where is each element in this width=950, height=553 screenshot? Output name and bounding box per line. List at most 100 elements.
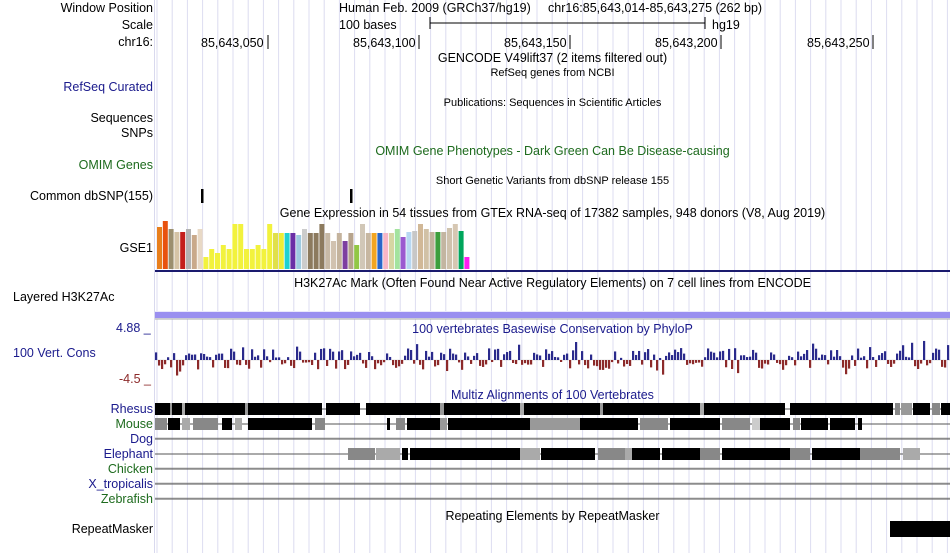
gtex-tissue-bar <box>278 233 284 269</box>
cons-neg-bar <box>893 360 896 364</box>
omim-track-title[interactable]: OMIM Gene Phenotypes - Dark Green Can Be… <box>375 144 730 158</box>
repeatmasker-track-title[interactable]: Repeating Elements by RepeatMasker <box>445 509 660 523</box>
gencode-track-title[interactable]: GENCODE V49lift37 (2 items filtered out) <box>437 51 668 65</box>
repeatmasker-track-label[interactable]: RepeatMasker <box>71 522 153 536</box>
mouse-block <box>530 418 580 430</box>
cons-neg-bar <box>446 360 449 372</box>
cons-neg-bar <box>335 360 338 369</box>
snp-mark <box>350 189 353 203</box>
rhesus-block <box>790 403 893 415</box>
cons-pos-bar <box>200 353 203 360</box>
mouse-block <box>168 418 180 430</box>
gtex-tissue-bar <box>319 224 325 269</box>
species-label-elephant[interactable]: Elephant <box>103 447 153 461</box>
cons-pos-bar <box>497 348 500 360</box>
scale-bases-text: 100 bases <box>339 18 397 32</box>
gtex-tissue-bar <box>290 233 296 269</box>
cons-pos-bar <box>425 350 428 360</box>
cons-pos-bar <box>554 356 557 360</box>
gtex-track-title[interactable]: Gene Expression in 54 tissues from GTEx … <box>279 206 826 220</box>
rhesus-block <box>245 403 248 415</box>
cons-pos-bar <box>647 349 650 360</box>
gtex-tissue-bar <box>342 241 348 269</box>
cons-pos-bar <box>851 355 854 360</box>
omim-track-label[interactable]: OMIM Genes <box>78 158 153 172</box>
cons-neg-bar <box>248 360 251 369</box>
gtex-tissue-bar <box>168 229 174 269</box>
species-label-rhesus[interactable]: Rhesus <box>110 402 153 416</box>
cons-neg-bar <box>641 360 644 365</box>
elephant-block <box>722 448 790 460</box>
cons-track-label[interactable]: 100 Vert. Cons <box>13 346 96 360</box>
rhesus-block <box>366 403 440 415</box>
cons-neg-bar <box>434 360 437 367</box>
species-label-chicken[interactable]: Chicken <box>107 462 153 476</box>
elephant-block <box>812 448 860 460</box>
rhesus-block <box>326 403 360 415</box>
cons-pos-bar <box>935 348 938 360</box>
publications-track-title[interactable]: Publications: Sequences in Scientific Ar… <box>443 97 662 109</box>
cons-pos-bar <box>773 354 776 360</box>
gtex-tissue-bar <box>447 228 452 269</box>
gtex-tissue-bar <box>406 232 412 269</box>
cons-pos-bar <box>710 351 713 360</box>
cons-pos-bar <box>788 355 791 360</box>
position-readout[interactable]: chr16:85,643,014-85,643,275 (262 bp) <box>548 1 763 15</box>
cons-track-title[interactable]: 100 vertebrates Basewise Conservation by… <box>412 322 693 336</box>
cons-neg-bar <box>527 360 530 365</box>
mouse-block <box>155 418 167 430</box>
rhesus-block <box>182 403 185 415</box>
h3k27ac-track-label[interactable]: Layered H3K27Ac <box>13 290 115 304</box>
species-label-zebrafish[interactable]: Zebrafish <box>100 492 153 506</box>
cons-pos-bar <box>389 356 392 360</box>
cons-pos-bar <box>812 343 815 360</box>
cons-neg-bar <box>731 360 734 369</box>
cons-neg-bar <box>479 360 482 366</box>
dbsnp-track-title[interactable]: Short Genetic Variants from dbSNP releas… <box>435 175 670 187</box>
cons-neg-bar <box>395 360 398 368</box>
gtex-tissue-bar <box>313 233 319 269</box>
browser-image-grid[interactable] <box>155 0 950 553</box>
cons-neg-bar <box>182 360 185 366</box>
ruler-tick-label: 85,643,150 <box>504 36 567 50</box>
cons-neg-bar <box>875 360 878 367</box>
multiz-track-title[interactable]: Multiz Alignments of 100 Vertebrates <box>451 388 654 402</box>
cons-neg-bar <box>623 360 626 367</box>
cons-neg-bar <box>737 360 740 374</box>
species-label-mouse[interactable]: Mouse <box>115 417 153 431</box>
species-label-x-tropicalis[interactable]: X_tropicalis <box>88 477 153 491</box>
cons-pos-bar <box>167 357 170 360</box>
cons-pos-bar <box>857 348 860 360</box>
cons-pos-bar <box>677 352 680 360</box>
gtex-tissue-bar <box>232 224 238 269</box>
rhesus-block <box>603 403 700 415</box>
cons-pos-bar <box>575 342 578 360</box>
gtex-track-label[interactable]: GSE1 <box>119 241 153 255</box>
cons-pos-bar <box>503 354 506 360</box>
cons-neg-bar <box>854 360 857 366</box>
refseq-track-label[interactable]: RefSeq Curated <box>63 80 153 94</box>
cons-pos-bar <box>203 353 206 360</box>
gtex-tissue-bar <box>365 233 371 269</box>
cons-pos-bar <box>464 352 467 360</box>
cons-pos-bar <box>749 356 752 360</box>
sequences-track-label[interactable]: Sequences <box>90 111 153 125</box>
cons-pos-bar <box>338 351 341 360</box>
cons-neg-bar <box>689 360 692 364</box>
cons-neg-bar <box>419 360 422 365</box>
cons-neg-bar <box>701 360 704 367</box>
dbsnp-track-label[interactable]: Common dbSNP(155) <box>30 189 153 203</box>
cons-pos-bar <box>896 353 899 360</box>
cons-neg-bar <box>920 360 923 364</box>
rhesus-block <box>895 403 900 415</box>
h3k27ac-track-title[interactable]: H3K27Ac Mark (Often Found Near Active Re… <box>294 276 811 290</box>
rhesus-block <box>185 403 245 415</box>
refseq-track-title[interactable]: RefSeq genes from NCBI <box>490 67 615 79</box>
species-label-dog[interactable]: Dog <box>130 432 153 446</box>
cons-pos-bar <box>566 353 569 360</box>
elephant-block <box>402 448 408 460</box>
snps-track-label[interactable]: SNPs <box>121 126 153 140</box>
cons-pos-bar <box>872 357 875 360</box>
cons-pos-bar <box>533 352 536 360</box>
